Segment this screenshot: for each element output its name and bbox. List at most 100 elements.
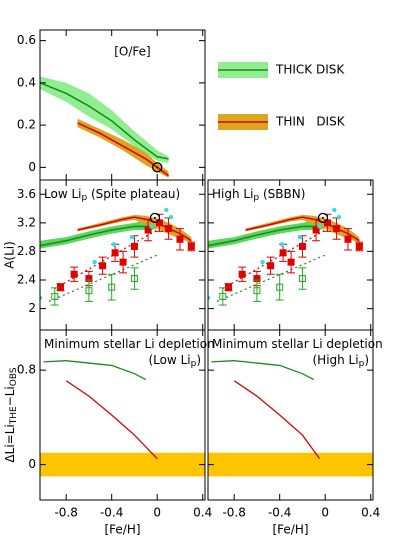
error-bar (130, 267, 139, 290)
error-bar (298, 267, 307, 290)
error-bar (84, 279, 93, 302)
depletion-line (43, 360, 147, 381)
panel-subtitle-part: ) (364, 353, 369, 367)
panel-frame (39, 329, 206, 501)
y-tick-label: 2.8 (17, 244, 36, 258)
x-tick-label: 0 (153, 506, 161, 520)
thin-disk-star (312, 226, 320, 234)
panel-title-part: p (81, 193, 87, 203)
y-axis-label-part: ΔLi=Li (3, 424, 17, 462)
model-line (77, 122, 170, 177)
model-line (40, 82, 169, 160)
star-dot (149, 224, 154, 229)
panel-subtitle: (High Lip) (312, 353, 369, 369)
thin-disk-star (287, 258, 295, 266)
panel-frame (207, 329, 374, 501)
panel-title-part: p (253, 193, 259, 203)
thin-disk-star (70, 270, 78, 278)
thin-disk-star (99, 262, 107, 270)
star-dot (208, 295, 211, 301)
thin-disk-star (238, 270, 246, 278)
panel-title-part: (Spite plateau) (87, 187, 180, 201)
panel-subtitle-part: ) (196, 353, 201, 367)
thin-disk-star (279, 249, 287, 257)
y-tick-label: 0.2 (17, 118, 36, 132)
star-dot (129, 234, 135, 240)
error-bar (252, 279, 261, 302)
thin-disk-star (111, 249, 119, 257)
plot-area (208, 360, 373, 477)
trend-line (216, 254, 326, 302)
thick-disk-star (85, 287, 93, 295)
thin-disk-star (355, 242, 363, 250)
panel-title-part: (SBBN) (259, 187, 305, 201)
thin-disk-star (155, 219, 163, 227)
y-tick-label: 0.6 (17, 33, 36, 47)
star-dot (40, 295, 43, 301)
y-axis-label-part: THE (9, 406, 19, 425)
panel-title: Minimum stellar Li depletion (44, 337, 215, 351)
panel-title-part: High Li (212, 187, 253, 201)
star-dot (92, 259, 97, 265)
legend-label: THIN DISK (275, 115, 346, 129)
annotation: [O/Fe] (114, 45, 150, 59)
x-tick-label: 0.4 (361, 506, 380, 520)
star-dot (336, 214, 342, 220)
thin-disk-star (144, 226, 152, 234)
depletion-line (233, 380, 321, 460)
star-dot (279, 242, 285, 247)
star-dot (332, 207, 337, 213)
panel-title-part: Minimum stellar Li depletion (44, 337, 215, 351)
thin-disk-star (267, 262, 275, 270)
thin-disk-star (298, 242, 306, 250)
thick-disk-star (219, 292, 227, 300)
thin-disk-star (187, 242, 195, 250)
x-tick-label: -0.8 (54, 506, 77, 520)
star-dot (168, 214, 174, 220)
thin-disk-star (323, 219, 331, 227)
y-tick-label: 0 (28, 457, 36, 471)
thin-disk-star (56, 283, 64, 291)
error-bar (218, 287, 227, 306)
y-tick-label: 0 (28, 160, 36, 174)
error-bar (107, 273, 116, 301)
plot-area (40, 76, 170, 178)
depletion-line (65, 380, 158, 460)
thick-disk-star (298, 275, 306, 283)
star-dot (260, 259, 265, 265)
y-axis-label-part: −Li (3, 386, 17, 406)
y-axis-label: ΔLi=LiTHE−LiOBS (3, 367, 19, 462)
sun-symbol (152, 162, 163, 173)
panel-subtitle-part: p (191, 359, 197, 369)
x-axis-label: [Fe/H] (104, 523, 140, 537)
panel-title-part: Minimum stellar Li depletion (212, 337, 383, 351)
thick-disk-star (51, 292, 59, 300)
panel-frame (39, 179, 206, 331)
error-bar (50, 287, 59, 306)
sun-symbol (149, 212, 161, 224)
sun-center (321, 216, 324, 219)
panel-subtitle-part: (Low Li (148, 353, 190, 367)
x-tick-label: -0.4 (100, 506, 123, 520)
thin-disk-star (176, 235, 184, 243)
panel-frame (207, 179, 374, 331)
thin-disk-star (333, 225, 341, 233)
x-tick-label: -0.4 (268, 506, 291, 520)
tolerance-band (208, 452, 373, 477)
thick-disk-star (108, 283, 116, 291)
panel-title: Minimum stellar Li depletion (212, 337, 383, 351)
x-tick-label: -0.8 (222, 506, 245, 520)
star-dot (317, 224, 322, 229)
panel-subtitle-part: p (359, 359, 365, 369)
panel-title: Low Lip (Spite plateau) (44, 187, 180, 203)
thin-disk-star (119, 258, 127, 266)
y-tick-label: 2 (28, 301, 36, 315)
sun-center (156, 166, 159, 169)
star-dot (164, 207, 169, 213)
x-tick-label: 0.4 (193, 506, 212, 520)
thin-disk-star (165, 225, 173, 233)
thin-disk-star (130, 242, 138, 250)
y-tick-label: 0.4 (17, 75, 36, 89)
thick-disk-star (130, 275, 138, 283)
